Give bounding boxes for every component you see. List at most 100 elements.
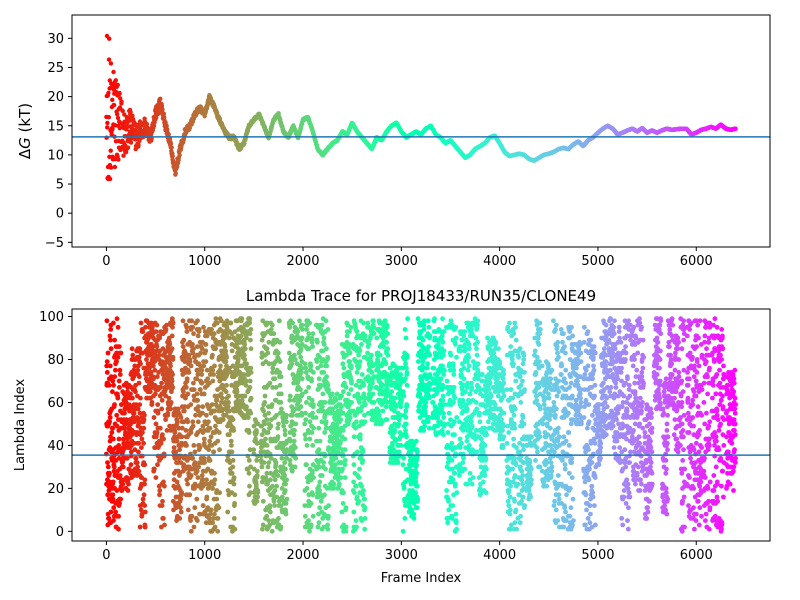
lambda-point (203, 359, 209, 364)
lambda-point (136, 468, 142, 474)
lambda-point (185, 481, 191, 487)
lambda-point (242, 393, 248, 399)
lambda-point (150, 363, 156, 369)
lambda-point (267, 380, 273, 386)
delta-g-point (158, 96, 163, 102)
lambda-point (134, 460, 140, 465)
lambda-point (278, 391, 284, 397)
lambda-point (208, 507, 214, 513)
delta-g-point (115, 82, 121, 88)
lambda-point (161, 436, 167, 442)
lambda-point (178, 496, 184, 502)
lambda-point (155, 402, 161, 407)
lambda-point (191, 380, 196, 386)
lambda-point (111, 464, 117, 470)
lambda-point (231, 428, 237, 433)
lambda-point (211, 481, 217, 487)
lambda-point (191, 524, 197, 530)
lambda-point (223, 389, 229, 395)
lambda-point (141, 425, 147, 431)
lambda-point (206, 419, 211, 425)
lambda-point (118, 350, 124, 356)
lambda-point (190, 423, 196, 429)
lambda-point (160, 498, 165, 504)
delta-g-point (112, 164, 118, 170)
lambda-point (110, 479, 116, 485)
lambda-point (278, 400, 284, 405)
lambda-point (110, 436, 116, 442)
delta-g-point (118, 96, 123, 101)
delta-g-y-axis-label: ΔG (kT) (16, 103, 34, 159)
lambda-point (277, 370, 283, 375)
delta-g-point (110, 126, 115, 132)
lambda-point (191, 443, 197, 448)
lambda-point (248, 365, 254, 371)
lambda-point (216, 505, 222, 511)
lambda-point (277, 339, 283, 345)
delta-g-point (117, 90, 122, 96)
lambda-point (275, 434, 281, 440)
lambda-point (192, 449, 198, 455)
lambda-point (273, 460, 279, 465)
lambda-point (141, 417, 147, 422)
lambda-point (282, 473, 287, 478)
delta-g-x-tick-label: 1000 (188, 254, 221, 269)
lambda-point (271, 498, 277, 504)
lambda-point (274, 483, 279, 489)
lambda-point (228, 320, 234, 326)
delta-g-y-tick-label: 0 (56, 207, 64, 222)
lambda-point (188, 528, 194, 534)
lambda-point (133, 455, 139, 461)
lambda-point (229, 443, 234, 448)
lambda-point (141, 492, 147, 498)
lambda-point (142, 412, 147, 418)
lambda-point (235, 357, 241, 362)
lambda-point (276, 516, 281, 521)
lambda-point (264, 443, 270, 448)
lambda-point (107, 363, 113, 369)
lambda-point (200, 503, 206, 508)
delta-g-x-tick-label: 3000 (385, 254, 418, 269)
lambda-point (223, 359, 229, 364)
lambda-point (210, 367, 216, 373)
lambda-point (142, 477, 148, 483)
lambda-point (167, 342, 173, 347)
lambda-point (193, 412, 198, 418)
lambda-point (244, 404, 249, 410)
lambda-point (168, 363, 173, 369)
delta-g-y-tick-label: −5 (45, 236, 64, 251)
lambda-point (161, 516, 166, 521)
lambda-point (262, 421, 268, 427)
lambda-point (232, 526, 238, 532)
delta-g-point (160, 107, 165, 112)
lambda-point (264, 346, 270, 352)
lambda-point (265, 350, 271, 356)
lambda-point (259, 432, 265, 438)
lambda-point (106, 516, 112, 521)
lambda-point (197, 387, 203, 392)
delta-g-y-tick-label: 10 (47, 148, 64, 163)
delta-g-point (115, 112, 120, 117)
lambda-point (105, 460, 110, 465)
lambda-point (110, 425, 116, 431)
lambda-point (110, 378, 116, 384)
delta-g-point (171, 159, 176, 164)
delta-g-point (111, 69, 116, 75)
delta-g-x-tick-label: 4000 (483, 254, 516, 269)
lambda-point (215, 516, 221, 521)
lambda-point (203, 342, 209, 347)
delta-g-point (107, 154, 112, 159)
lambda-point (216, 430, 222, 435)
lambda-point (190, 324, 196, 330)
lambda-point (170, 320, 176, 326)
lambda-point (105, 464, 111, 470)
delta-g-point (117, 105, 123, 110)
lambda-point (116, 526, 121, 532)
lambda-point (227, 432, 232, 438)
lambda-point (180, 344, 186, 349)
lambda-point (276, 421, 281, 427)
lambda-point (278, 374, 284, 380)
lambda-point (113, 509, 118, 515)
lambda-point (149, 400, 155, 405)
